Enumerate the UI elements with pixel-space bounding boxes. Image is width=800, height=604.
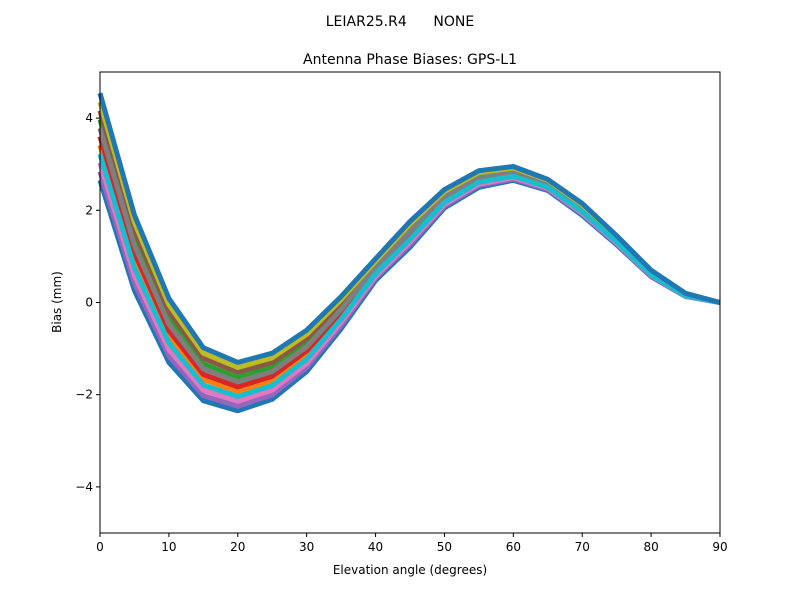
y-tick-label: 4 [85, 111, 93, 125]
chart-title: Antenna Phase Biases: GPS-L1 [303, 52, 517, 68]
x-axis: 0 10 20 30 40 50 60 70 80 90 [96, 533, 728, 554]
series-line [97, 92, 721, 365]
x-tick-label: 30 [299, 540, 314, 554]
y-tick-label: −4 [75, 480, 93, 494]
x-tick-label: 50 [437, 540, 452, 554]
x-tick-label: 60 [506, 540, 521, 554]
series-lines [97, 92, 721, 414]
x-axis-label: Elevation angle (degrees) [333, 563, 487, 577]
x-tick-label: 0 [96, 540, 104, 554]
y-tick-label: 2 [85, 203, 93, 217]
y-tick-label: −2 [75, 388, 93, 402]
axes-frame [99, 71, 721, 534]
x-tick-label: 10 [161, 540, 176, 554]
x-tick-label: 90 [712, 540, 727, 554]
y-tick-label: 0 [85, 296, 93, 310]
x-tick-label: 70 [575, 540, 590, 554]
suptitle: LEIAR25.R4 NONE [326, 14, 475, 30]
x-tick-label: 20 [230, 540, 245, 554]
x-tick-label: 40 [368, 540, 383, 554]
y-axis-label: Bias (mm) [50, 271, 64, 333]
y-axis: −4 −2 0 2 4 [75, 111, 100, 494]
series-line [97, 153, 721, 399]
x-tick-label: 80 [643, 540, 658, 554]
